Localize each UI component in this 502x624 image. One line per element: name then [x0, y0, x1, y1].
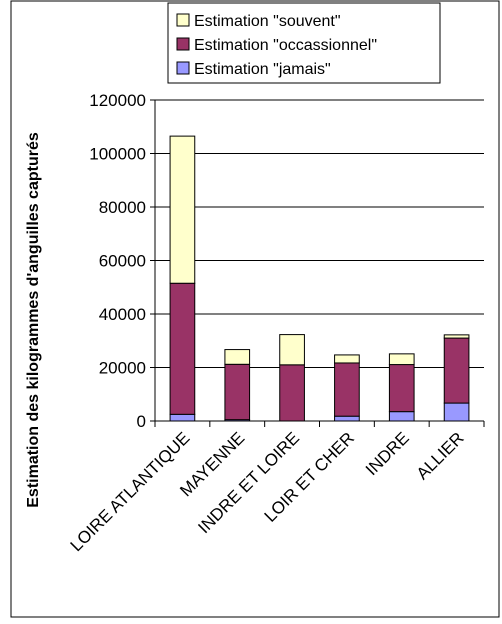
legend-entry: Estimation "jamais"	[194, 61, 331, 78]
y-tick-label: 60000	[99, 252, 146, 271]
y-tick-label: 0	[137, 412, 146, 431]
legend-box	[167, 2, 441, 84]
bar-segment	[334, 415, 360, 422]
bar-segment	[388, 364, 415, 413]
bar-segment	[388, 411, 415, 422]
legend-swatch	[176, 13, 190, 27]
bar-segment	[443, 337, 470, 404]
bar-segment	[334, 354, 360, 364]
legend-entry: Estimation "souvent"	[194, 13, 341, 30]
chart-frame	[10, 0, 500, 618]
y-tick-label: 100000	[89, 145, 146, 164]
y-tick-label: 80000	[99, 198, 146, 217]
bar-segment	[169, 135, 196, 284]
bar-segment	[224, 363, 251, 421]
legend-swatch	[176, 61, 190, 75]
bar-segment	[224, 349, 251, 365]
legend-swatch	[176, 37, 190, 51]
y-axis-label: Estimation des kilogrammes d'anguilles c…	[25, 132, 42, 508]
bar-segment	[443, 334, 470, 339]
bar-segment	[169, 413, 196, 422]
y-tick-label: 120000	[89, 91, 146, 110]
bar-segment	[169, 282, 196, 415]
bar-segment	[443, 402, 470, 422]
gridlines	[155, 99, 484, 368]
y-tick-label: 20000	[99, 359, 146, 378]
bars	[169, 135, 470, 422]
bar-segment	[279, 364, 305, 422]
bar-segment	[334, 362, 360, 417]
bar-segment	[388, 353, 415, 366]
bar-segment	[279, 334, 305, 366]
y-tick-label: 40000	[99, 305, 146, 324]
legend-entry: Estimation "occassionnel"	[194, 37, 377, 54]
legend: Estimation "souvent" Estimation "occassio…	[167, 2, 441, 84]
